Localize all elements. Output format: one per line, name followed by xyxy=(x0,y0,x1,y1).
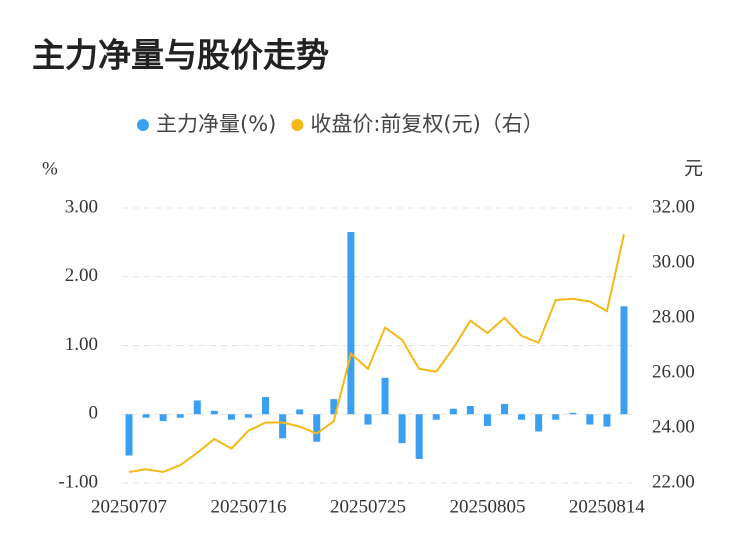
bar xyxy=(193,400,201,415)
legend-label: 收盘价:前复权(元)（右） xyxy=(310,112,543,136)
bar xyxy=(313,414,321,442)
bar xyxy=(364,414,372,425)
bar xyxy=(176,414,184,418)
bar xyxy=(296,409,304,415)
x-tick-label: 20250814 xyxy=(569,496,646,517)
y2-tick-label: 22.00 xyxy=(652,471,695,492)
bar xyxy=(279,414,287,439)
legend-label: 主力净量(%) xyxy=(156,112,276,136)
x-tick-label: 20250725 xyxy=(330,496,406,517)
x-tick-label: 20250716 xyxy=(210,496,286,517)
bar xyxy=(552,414,560,420)
bar xyxy=(125,414,133,456)
bar xyxy=(586,414,594,425)
y-tick-label: 2.00 xyxy=(65,265,98,286)
bar xyxy=(603,414,611,427)
bar xyxy=(415,414,423,459)
y2-axis-label: 元 xyxy=(684,158,703,179)
y-tick-label: 1.00 xyxy=(65,334,98,355)
bar xyxy=(398,414,406,444)
bar xyxy=(518,414,526,420)
chart-title: 主力净量与股价走势 xyxy=(32,36,329,75)
y-axis-label: % xyxy=(42,158,58,179)
legend-swatch xyxy=(137,119,149,131)
bar xyxy=(535,414,543,432)
bar xyxy=(330,399,338,415)
bar xyxy=(466,406,474,415)
bar xyxy=(449,408,457,415)
bar xyxy=(501,403,509,415)
y2-tick-label: 32.00 xyxy=(652,196,695,217)
bar xyxy=(244,414,252,418)
bar xyxy=(227,414,235,420)
bar xyxy=(483,414,491,426)
x-tick-label: 20250707 xyxy=(91,496,167,517)
bar xyxy=(142,414,150,418)
y2-tick-label: 30.00 xyxy=(652,251,695,272)
bar xyxy=(159,414,167,422)
bar xyxy=(210,410,218,415)
y2-tick-label: 26.00 xyxy=(652,361,695,382)
x-tick-label: 20250805 xyxy=(449,496,525,517)
y-tick-label: -1.00 xyxy=(58,471,98,492)
y2-tick-label: 24.00 xyxy=(652,416,695,437)
y-tick-label: 0 xyxy=(89,403,99,424)
y2-tick-label: 28.00 xyxy=(652,306,695,327)
bar xyxy=(620,306,628,415)
bar xyxy=(569,412,577,415)
bar xyxy=(432,414,440,420)
bar xyxy=(347,232,355,415)
bar xyxy=(381,377,389,415)
legend-swatch xyxy=(291,119,304,131)
y-tick-label: 3.00 xyxy=(65,196,98,217)
bar xyxy=(262,397,270,415)
price-line xyxy=(128,233,625,474)
